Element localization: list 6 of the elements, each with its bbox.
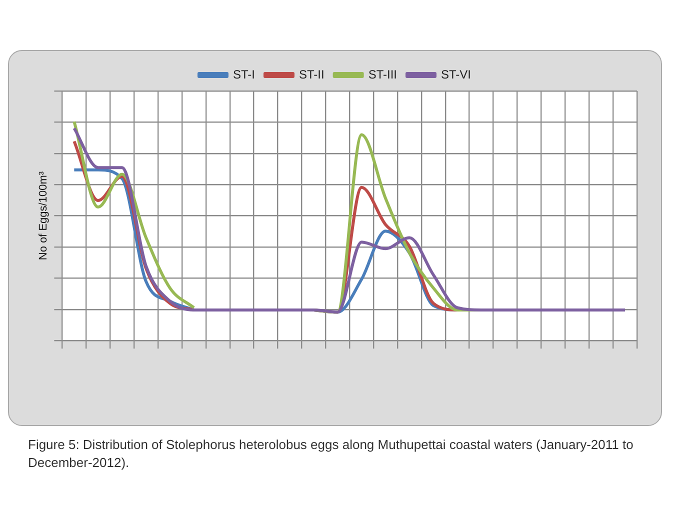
legend-label: ST-III bbox=[368, 67, 398, 82]
legend-label: ST-II bbox=[298, 67, 324, 82]
y-axis-title: No of Eggs/100m³ bbox=[38, 171, 50, 260]
legend-label: ST-VI bbox=[441, 67, 472, 82]
caption: Figure 5: Distribution of Stolephorus heterolobus eggs along Muthupettai coastal waters (January-2011 to December-2012). bbox=[28, 436, 634, 472]
legend-label: ST-I bbox=[232, 67, 256, 82]
